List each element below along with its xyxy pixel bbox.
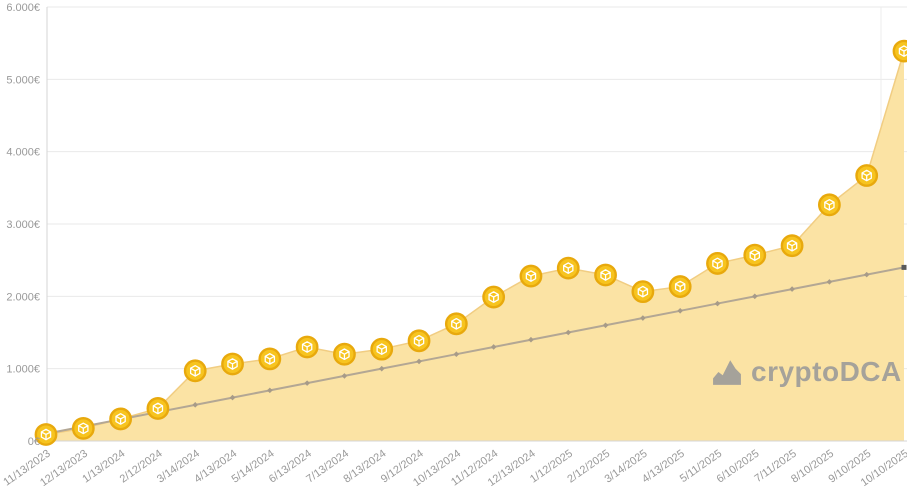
invested-marker [751,293,758,300]
coin-marker[interactable] [631,280,655,304]
coin-marker[interactable] [817,193,841,217]
cube-icon [301,341,313,353]
cube-icon [898,45,907,57]
invested-marker [640,315,646,321]
invested-marker [528,336,534,343]
cube-icon [152,402,164,415]
coin-marker[interactable] [71,416,95,440]
cube-icon [749,249,761,261]
cube-icon [78,422,89,435]
cube-icon [637,285,649,298]
invested-marker [341,373,348,379]
cube-icon [563,262,574,274]
cube-icon [488,291,499,303]
invested-marker [267,387,273,394]
coin-marker[interactable] [183,359,207,383]
coin-marker[interactable] [482,285,506,309]
invested-marker [789,286,795,292]
coin-marker[interactable] [892,39,907,63]
coin-marker[interactable] [743,243,767,267]
coin-marker[interactable] [258,347,282,371]
value-area-fill [46,51,904,442]
watermark: cryptoDCA [712,356,902,388]
cube-icon [40,428,52,441]
coin-marker[interactable] [855,164,879,187]
y-axis-tick-label: 3.000€ [6,219,40,231]
invested-marker [378,365,385,372]
coin-marker[interactable] [109,407,133,431]
invested-marker [602,322,609,329]
cube-icon [824,198,835,211]
coin-marker[interactable] [407,329,431,353]
area-chart-icon [713,360,741,385]
cube-icon [189,364,201,377]
invested-marker [714,300,721,307]
axes [40,7,907,442]
cube-icon [786,239,798,252]
x-axis-tick-labels: 11/13/202312/13/20231/13/20242/12/20243/… [1,448,907,489]
coin-marker[interactable] [370,337,394,361]
y-axis-tick-labels: 0€ 1.000€ 2.000€ 3.000€ 4.000€ 5.000€ 6.000€ [6,2,40,448]
y-axis-tick-label: 2.000€ [6,291,40,303]
coin-markers [34,39,907,446]
cube-icon [264,353,276,365]
coin-marker[interactable] [221,352,244,376]
cube-icon [227,358,238,370]
y-axis-tick-label: 4.000€ [6,147,40,159]
coin-marker[interactable] [444,312,468,336]
coin-marker[interactable] [668,275,692,298]
x-axis-tick-label: 4/13/2025 [640,448,687,486]
cube-icon [712,257,723,270]
coin-marker[interactable] [146,397,170,420]
invested-marker [192,402,199,408]
y-axis-tick-label: 1.000€ [6,364,40,376]
coin-marker[interactable] [333,342,356,366]
coin-marker[interactable] [295,335,319,359]
y-axis-tick-label: 6.000€ [6,2,40,14]
watermark-label: cryptoDCA [751,356,902,387]
cube-icon [339,348,350,361]
invested-line [45,266,905,435]
invested-marker [416,358,422,365]
cube-icon [600,269,611,281]
invested-end-dot [901,264,907,270]
y-axis-tick-label: 0€ [28,436,40,448]
cube-icon [451,317,462,330]
invested-marker [565,329,572,336]
cube-icon [413,334,425,347]
coin-marker[interactable] [780,234,804,258]
invested-marker [490,344,497,350]
cube-icon [115,413,126,425]
coin-marker[interactable] [34,423,58,446]
invested-marker [453,351,460,357]
invested-marker [229,394,236,401]
invested-marker [677,308,683,314]
invested-marker [304,380,310,386]
cube-icon [674,280,686,293]
invested-marker [826,279,833,285]
invested-marker [863,271,870,278]
coin-marker[interactable] [519,264,543,288]
y-axis-tick-label: 5.000€ [6,74,40,86]
cube-icon [376,343,387,355]
cube-icon [861,169,872,182]
coin-marker[interactable] [556,256,580,280]
coin-marker[interactable] [594,263,617,287]
coin-marker[interactable] [706,252,729,275]
cube-icon [525,270,537,282]
x-axis-tick-label: 6/10/2025 [715,448,762,486]
